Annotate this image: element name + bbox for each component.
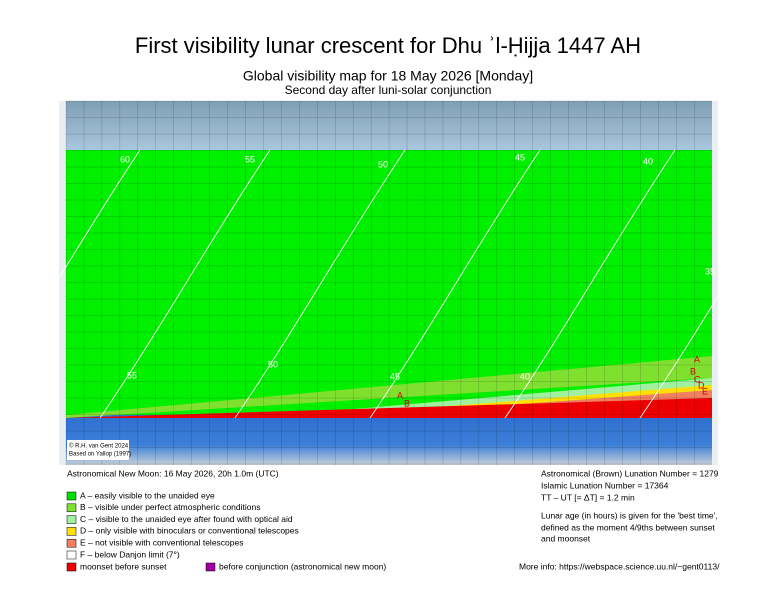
more-info: More info: https://webspace.science.uu.n… bbox=[519, 561, 720, 571]
contour-line bbox=[99, 149, 271, 419]
title: First visibility lunar crescent for Dhu … bbox=[135, 33, 641, 58]
legend-swatch bbox=[66, 550, 77, 560]
note: Second day after luni-solar conjunction bbox=[285, 83, 492, 97]
legend-label: C – visible to the unaided eye after fou… bbox=[80, 514, 293, 524]
zone-label: D bbox=[698, 380, 705, 390]
zone-label: A bbox=[397, 390, 403, 400]
contour-label: 45 bbox=[515, 152, 525, 162]
zone-label: A bbox=[694, 354, 700, 364]
contour-label: 55 bbox=[127, 370, 137, 380]
legend-swatch bbox=[66, 491, 77, 501]
contour-label: 50 bbox=[378, 159, 388, 169]
contour-label: 40 bbox=[643, 156, 653, 166]
new-moon: Astronomical New Moon: 16 May 2026, 20h … bbox=[67, 468, 279, 478]
legend-label: E – not visible with conventional telesc… bbox=[80, 537, 243, 547]
credit: Based on Yallop (1997) bbox=[69, 452, 131, 458]
legend-swatch bbox=[66, 515, 77, 524]
legend-swatch bbox=[205, 562, 216, 572]
zone-c bbox=[250, 378, 712, 418]
legend-swatch bbox=[66, 562, 77, 572]
legend-label: B – visible under perfect atmospheric co… bbox=[80, 502, 260, 512]
zone-b bbox=[66, 356, 712, 418]
zone-moonset bbox=[66, 398, 712, 418]
legend-label: A – easily visible to the unaided eye bbox=[80, 490, 215, 500]
legend-label: F – below Danjon limit (7°) bbox=[80, 549, 180, 559]
info-note: defined as the moment 4/9ths between sun… bbox=[541, 522, 716, 532]
zone-label: B bbox=[690, 366, 696, 376]
info-line: Astronomical (Brown) Lunation Number = 1… bbox=[541, 468, 719, 478]
legend: A – easily visible to the unaided eye B –… bbox=[66, 490, 299, 560]
contour-line bbox=[369, 149, 541, 419]
grid bbox=[65, 100, 712, 465]
zone-label: B bbox=[404, 398, 410, 408]
terrain-north bbox=[66, 101, 712, 150]
contour-label: 35 bbox=[705, 266, 715, 276]
legend-swatch bbox=[66, 503, 77, 513]
contour-line bbox=[504, 149, 676, 419]
contour-line bbox=[234, 149, 406, 419]
legend-label: D – only visible with binoculars or conv… bbox=[80, 526, 299, 536]
contour-label: 55 bbox=[245, 154, 255, 164]
info-line: Islamic Lunation Number = 17364 bbox=[541, 480, 669, 490]
zone-label: E bbox=[702, 386, 708, 396]
info-note: Lunar age (in hours) is given for the 'b… bbox=[541, 510, 718, 520]
terrain-south bbox=[66, 415, 712, 465]
contour-label: 60 bbox=[120, 154, 130, 164]
credit-box bbox=[67, 440, 129, 460]
contour-label: 50 bbox=[268, 359, 278, 369]
subtitle: Global visibility map for 18 May 2026 [M… bbox=[243, 68, 533, 84]
contour-line bbox=[0, 149, 141, 374]
legend-swatch bbox=[66, 538, 77, 548]
contour-line bbox=[639, 201, 776, 419]
zone-label: C bbox=[694, 374, 701, 384]
legend-label: moonset before sunset bbox=[80, 561, 167, 571]
legend-label: before conjunction (astronomical new moo… bbox=[219, 561, 386, 571]
contour-label: 45 bbox=[390, 371, 400, 381]
contour-label: 40 bbox=[520, 371, 530, 381]
credit: © R.H. van Gent 2024 bbox=[69, 443, 129, 450]
legend-swatch bbox=[66, 527, 77, 536]
info-line: TT – UT [= ΔT] = 1.2 min bbox=[541, 492, 635, 502]
info-note: and moonset bbox=[541, 533, 591, 543]
